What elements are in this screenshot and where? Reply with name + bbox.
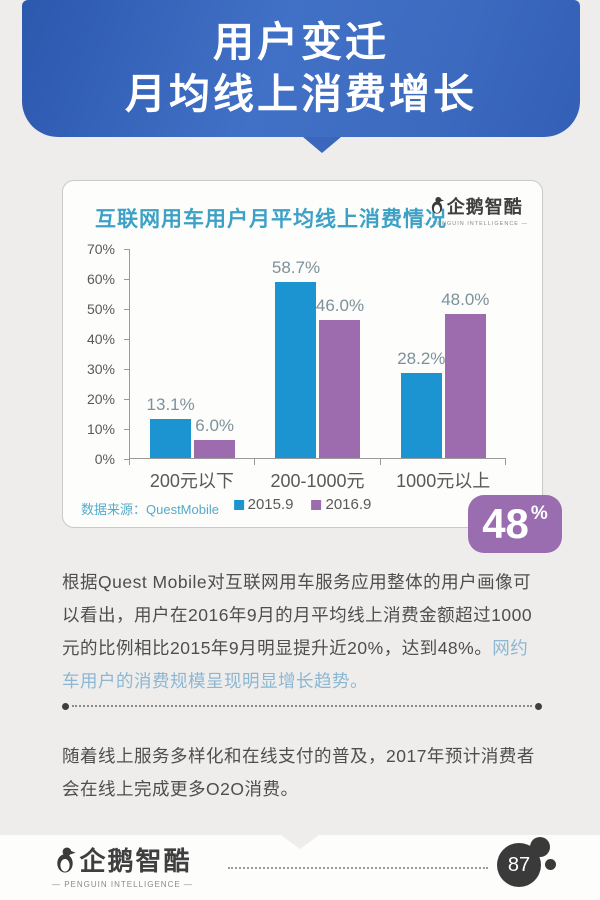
x-category-label: 200-1000元	[270, 471, 365, 491]
legend-item-2016.9: 2016.9	[311, 496, 372, 513]
y-axis-tick	[124, 279, 130, 280]
bar-2015.9-200-1000元: 58.7%	[272, 258, 320, 458]
bar-2015.9-1000元以上: 28.2%	[397, 349, 445, 458]
bar-chart-plot-area: 13.1% 6.0% 58.7% 46.0% 28.2% 48.0%	[124, 249, 506, 465]
y-tick-label: 30%	[86, 361, 115, 377]
bar-value-label: 58.7%	[271, 257, 321, 277]
y-axis-tick	[124, 249, 130, 250]
footer-dotted-line	[228, 867, 488, 869]
paragraph-analysis-highlight: 网约车用户的消费规模呈现明显增长趋势。	[62, 638, 529, 691]
data-source-label: 数据来源：QuestMobile	[81, 502, 219, 517]
page-title-line1: 用户变迁	[213, 19, 389, 66]
y-tick-label: 10%	[86, 421, 115, 437]
bar-group: 13.1% 6.0%	[147, 249, 236, 458]
bar-2016.9-200-1000元: 46.0%	[316, 296, 364, 458]
brand-logo: 企鹅智酷 — PENGUIN INTELLIGENCE —	[424, 193, 528, 227]
x-axis-labels: 200元以下 200-1000元 1000元以上	[129, 467, 506, 493]
page-number: 87	[507, 853, 531, 876]
paragraph-analysis-text: 根据Quest Mobile对互联网用车服务应用整体的用户画像可以看出，用户在2…	[62, 572, 533, 658]
highlight-percentage-badge: 48 %	[468, 495, 562, 553]
bar-value-label: 13.1%	[146, 394, 195, 414]
legend-label: 2015.9	[247, 496, 294, 513]
bar-value-label: 6.0%	[195, 416, 235, 435]
legend-label: 2016.9	[325, 496, 372, 513]
banner-pointer-triangle	[303, 137, 341, 153]
bar-2015.9-200元以下: 13.1%	[147, 395, 195, 458]
y-tick-label: 0%	[94, 451, 115, 467]
y-tick-label: 70%	[86, 241, 115, 257]
page-badge-medium-dot	[530, 837, 550, 857]
bar-value-label: 48.0%	[441, 290, 490, 309]
footer-brand-logo-row: 企鹅智酷	[53, 841, 191, 878]
page-number-badge: 87	[497, 837, 557, 895]
footer-notch-triangle	[281, 835, 319, 849]
badge-unit: %	[530, 503, 548, 524]
bar-2016.9-1000元以上: 48.0%	[441, 290, 489, 458]
brand-logo-row: 企鹅智酷	[429, 193, 523, 219]
section-divider	[62, 702, 542, 710]
bar-value-label: 28.2%	[397, 349, 446, 369]
bar-value-label: 46.0%	[315, 296, 365, 315]
legend-swatch	[311, 499, 322, 510]
footer-brand-logo: 企鹅智酷 — PENGUIN INTELLIGENCE —	[52, 841, 193, 889]
y-tick-label: 50%	[86, 301, 115, 317]
footer: 企鹅智酷 — PENGUIN INTELLIGENCE — 87	[0, 835, 600, 900]
paragraph-outlook: 随着线上服务多样化和在线支付的普及，2017年预计消费者会在线上完成更多O2O消…	[62, 746, 535, 799]
brand-caption: — PENGUIN INTELLIGENCE —	[423, 221, 528, 227]
bar-group: 28.2% 48.0%	[397, 249, 489, 458]
y-tick-label: 40%	[86, 331, 115, 347]
legend-swatch	[233, 499, 244, 510]
badge-value: 48	[482, 500, 529, 547]
y-axis-tick	[124, 369, 130, 370]
y-tick-label: 20%	[86, 391, 115, 407]
y-axis-tick	[124, 459, 130, 460]
y-axis-tick	[124, 309, 130, 310]
brand-name: 企鹅智酷	[446, 197, 523, 217]
x-axis-tick	[129, 459, 130, 465]
footer-brand-name: 企鹅智酷	[79, 846, 192, 876]
header-banner: 用户变迁 月均线上消费增长	[22, 0, 580, 153]
y-axis-tick	[124, 339, 130, 340]
chart-title: 互联网用车用户月平均线上消费情况	[95, 208, 447, 231]
bar-2016.9-200元以下: 6.0%	[194, 416, 236, 458]
bar-group: 58.7% 46.0%	[272, 249, 364, 458]
y-axis: 70% 60% 50% 40% 30% 20% 10% 0%	[77, 241, 123, 467]
x-category-label: 200元以下	[149, 471, 234, 491]
x-category-label: 1000元以上	[396, 471, 491, 491]
legend-item-2015.9: 2015.9	[233, 496, 294, 513]
x-axis-tick	[254, 459, 256, 465]
y-tick-label: 60%	[86, 271, 115, 287]
divider-right-dot	[535, 702, 542, 710]
divider-dotted-line	[72, 705, 532, 707]
y-axis-tick	[124, 429, 130, 430]
chart-legend: 2015.9 2016.9	[233, 496, 372, 513]
divider-left-dot	[62, 702, 69, 710]
page-title-line2: 月均线上消费增长	[125, 70, 477, 117]
x-axis-tick	[379, 459, 381, 465]
page-badge-small-dot	[545, 859, 556, 870]
penguin-icon	[429, 196, 445, 219]
paragraph-analysis: 根据Quest Mobile对互联网用车服务应用整体的用户画像可以看出，用户在2…	[62, 566, 546, 698]
footer-brand-caption: — PENGUIN INTELLIGENCE —	[52, 880, 193, 889]
x-axis-tick	[505, 459, 506, 465]
chart-card: 互联网用车用户月平均线上消费情况 企鹅智酷 — PENGUIN INTELLIG…	[62, 180, 543, 528]
y-axis-tick	[124, 399, 130, 400]
penguin-icon	[53, 846, 77, 878]
